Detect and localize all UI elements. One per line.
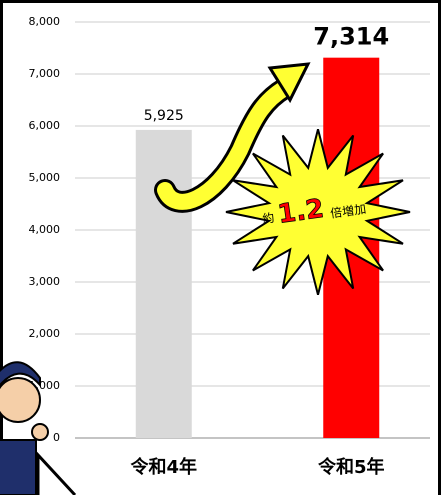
annotation: 約 1.2 倍増加 <box>261 193 367 230</box>
police-mascot <box>0 361 49 495</box>
y-tick-label: 4,000 <box>29 223 61 236</box>
y-tick-label: 8,000 <box>29 15 61 28</box>
value-label: 7,314 <box>313 23 389 51</box>
y-tick-label: 6,000 <box>29 119 61 132</box>
annotation-suffix: 倍増加 <box>329 201 367 221</box>
x-tick-label: 令和4年 <box>129 456 197 478</box>
mascot-hand <box>31 423 49 441</box>
arrow <box>157 80 293 210</box>
arrow-head <box>267 62 311 104</box>
y-tick-label: 3,000 <box>29 275 61 288</box>
speech-bubble <box>36 451 77 495</box>
x-tick-label: 令和5年 <box>317 456 385 478</box>
mascot-cap <box>0 361 41 388</box>
y-tick-label: 7,000 <box>29 67 61 80</box>
starburst <box>225 128 411 296</box>
mascot-body <box>0 439 37 495</box>
mascot-face <box>0 377 41 423</box>
y-tick-label: 0 <box>53 431 60 444</box>
y-tick-label: 5,000 <box>29 171 61 184</box>
annotation-prefix: 約 <box>261 210 275 227</box>
y-tick-label: 2,000 <box>29 327 61 340</box>
value-label: 5,925 <box>144 108 184 124</box>
annotation-number: 1.2 <box>276 194 326 230</box>
bar <box>135 129 192 438</box>
